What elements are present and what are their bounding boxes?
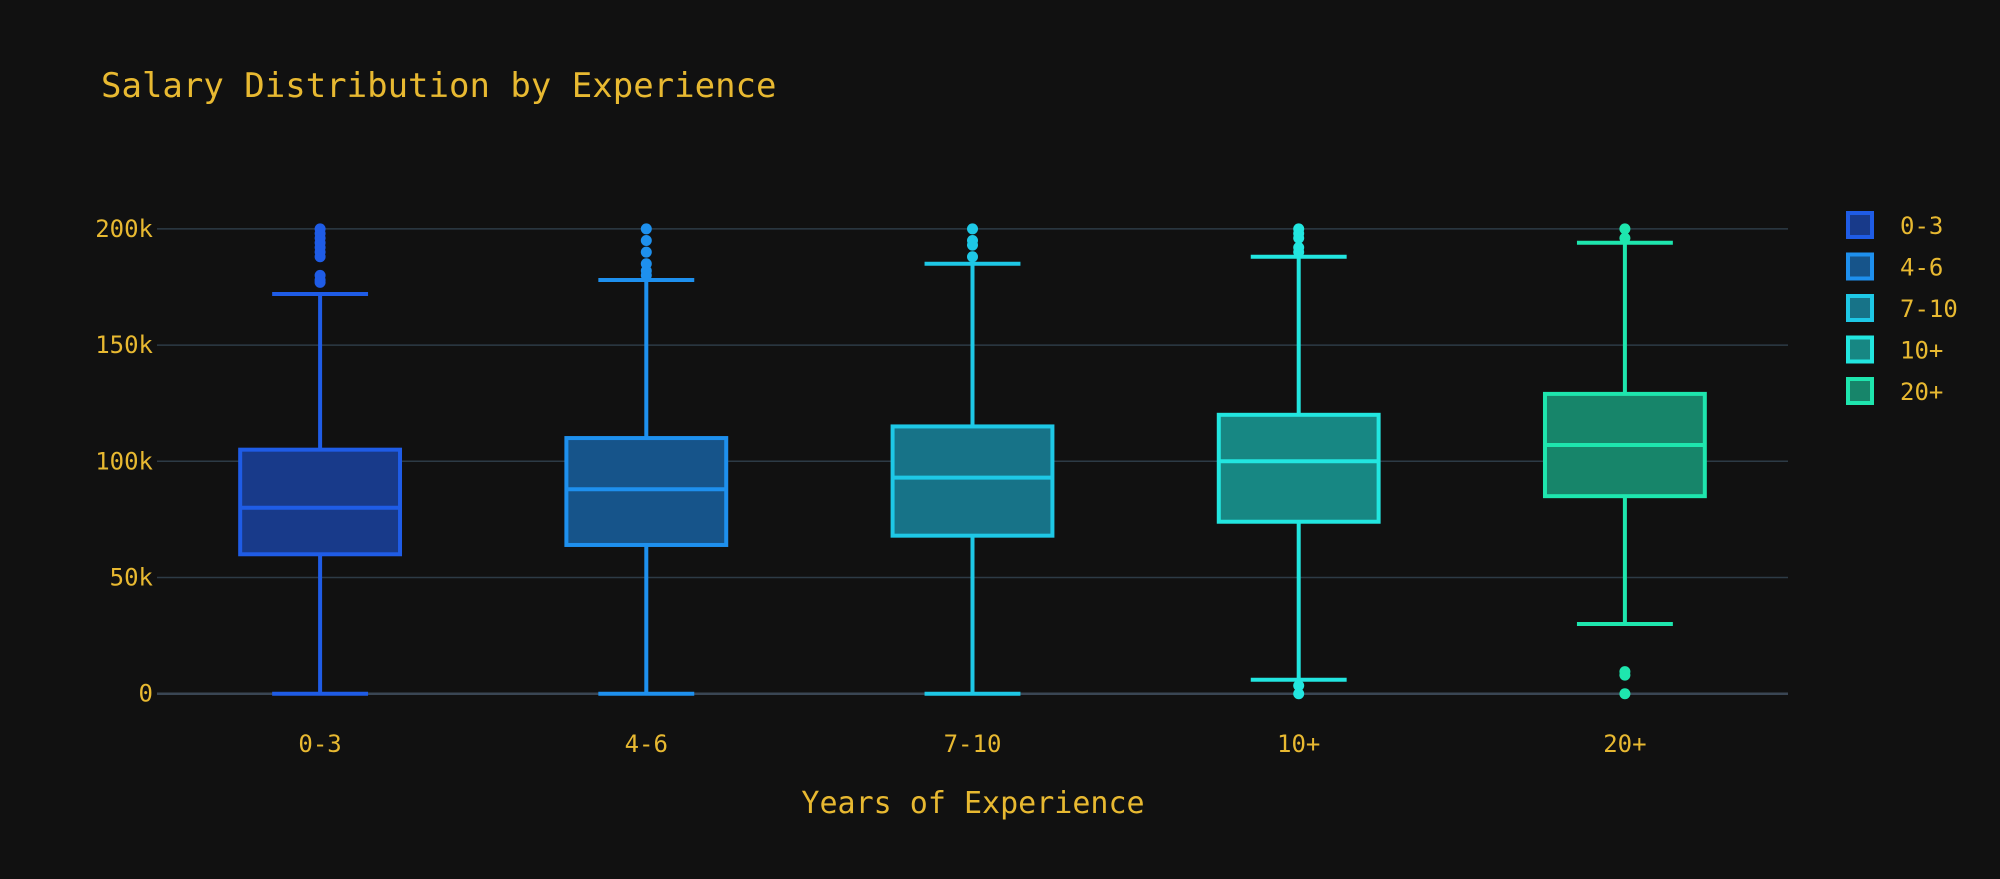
y-tick-label: 100k — [95, 447, 153, 475]
legend-label: 7-10 — [1900, 295, 1958, 323]
outlier-point — [640, 223, 652, 235]
x-tick-label: 10+ — [1277, 730, 1320, 758]
legend-label: 0-3 — [1900, 212, 1943, 240]
box-10+ — [1216, 223, 1381, 700]
iqr-box — [890, 424, 1055, 538]
outlier-point — [1619, 688, 1631, 700]
box-7-10 — [890, 223, 1055, 696]
outlier-point — [1619, 666, 1631, 678]
box-0-3 — [238, 223, 403, 696]
outlier-point — [1293, 680, 1305, 692]
legend-swatch — [1846, 377, 1874, 405]
legend-label: 4-6 — [1900, 254, 1943, 282]
legend-item-20+: 20+ — [1846, 377, 1943, 406]
outlier-point — [640, 234, 652, 246]
outlier-point — [314, 223, 326, 235]
iqr-box — [238, 447, 403, 557]
outlier-point — [640, 246, 652, 258]
iqr-box — [1216, 412, 1381, 524]
outlier-point — [640, 258, 652, 270]
x-tick-label: 4-6 — [625, 730, 668, 758]
outlier-point — [967, 251, 978, 263]
legend-swatch — [1846, 252, 1874, 281]
outlier-point — [1293, 241, 1305, 253]
legend-item-10+: 10+ — [1846, 335, 1943, 365]
outlier-point — [967, 223, 978, 235]
x-axis-ticks: 0-3 4-6 7-10 10+ 20+ — [298, 730, 1646, 758]
y-tick-label: 50k — [110, 564, 154, 592]
outlier-point — [1293, 688, 1305, 700]
legend-label: 20+ — [1900, 378, 1943, 406]
y-tick-label: 0 — [139, 680, 153, 708]
x-tick-label: 20+ — [1603, 730, 1646, 758]
outlier-point — [967, 234, 978, 246]
box-20+ — [1542, 223, 1707, 700]
legend-item-0-3: 0-3 — [1846, 211, 1943, 240]
legend-item-4-6: 4-6 — [1846, 252, 1943, 282]
y-tick-label: 200k — [95, 215, 153, 243]
outlier-point — [1619, 232, 1631, 244]
x-axis-title: Years of Experience — [801, 786, 1144, 821]
outlier-point — [314, 269, 326, 281]
y-axis-ticks: 0 50k 100k 150k 200k — [95, 215, 153, 708]
legend-swatch — [1846, 335, 1874, 364]
y-tick-label: 150k — [95, 331, 153, 359]
x-tick-label: 7-10 — [944, 730, 1002, 758]
legend-label: 10+ — [1900, 337, 1943, 365]
iqr-box — [564, 436, 729, 547]
outlier-point — [1293, 223, 1305, 235]
legend-swatch — [1846, 211, 1874, 239]
chart-title: Salary Distribution by Experience — [101, 66, 777, 106]
legend-item-7-10: 7-10 — [1846, 294, 1958, 323]
box-plots — [238, 223, 1707, 700]
x-tick-label: 0-3 — [298, 730, 341, 758]
box-4-6 — [564, 223, 729, 696]
legend-swatch — [1846, 294, 1874, 322]
outlier-point — [1619, 223, 1631, 235]
legend: 0-3 4-6 7-10 10+ 20+ — [1846, 211, 1958, 406]
